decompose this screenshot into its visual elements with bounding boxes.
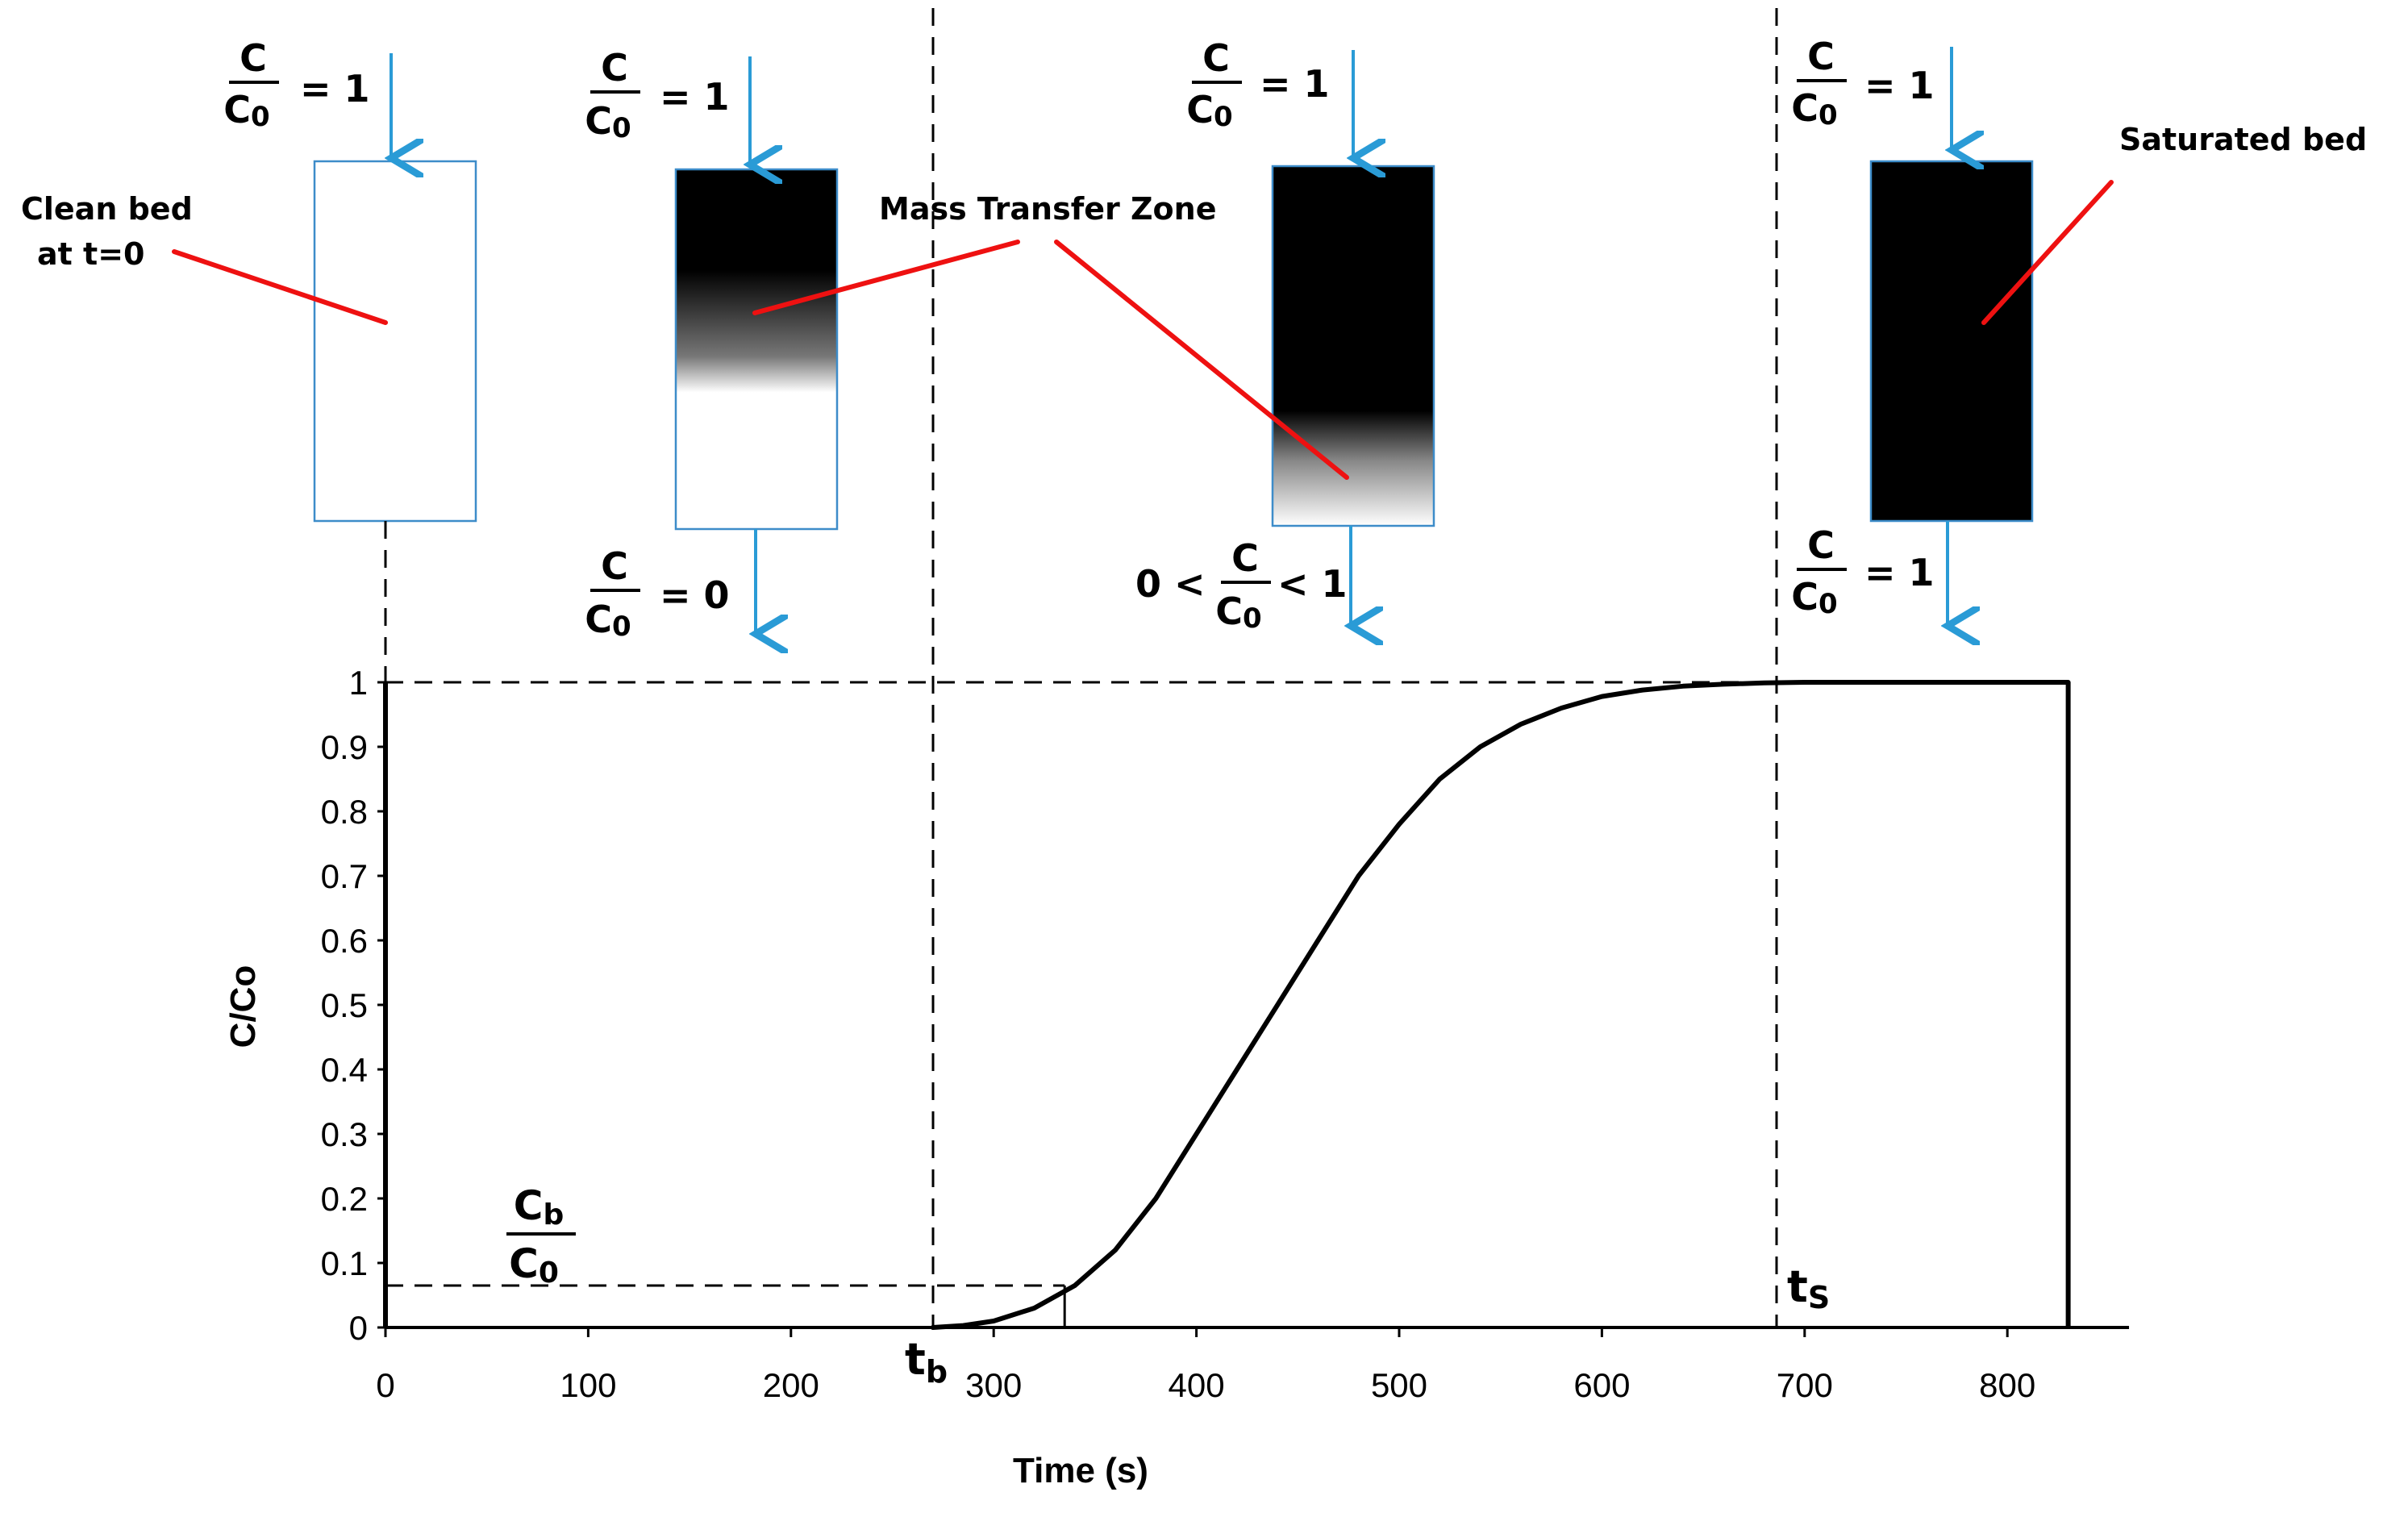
- y-tick-label: 0.9: [321, 728, 368, 766]
- ratio-numerator: C: [1807, 35, 1835, 78]
- ratio-value: = 1: [660, 75, 730, 119]
- ratio-denominator: C0: [585, 598, 631, 643]
- mtz-pointer-early: [752, 240, 1020, 315]
- y-tick-label: 0.8: [321, 793, 368, 831]
- ratio-denominator: C0: [1186, 88, 1232, 133]
- ratio-numerator: C: [1231, 536, 1259, 580]
- ratio-value: = 0: [660, 573, 730, 617]
- ratio-value: = 1: [1864, 551, 1935, 594]
- clean-bed-pointer: [172, 249, 388, 325]
- plot-area: 0 0.1 0.2 0.3 0.4 0.5 0.6 0.7 0.8 0.9 1 0 100 200 300 4…: [321, 664, 2130, 1404]
- y-tick-label: 0.5: [321, 986, 368, 1024]
- y-tick-label: 0.3: [321, 1115, 368, 1153]
- ratio-denominator: C0: [585, 99, 631, 144]
- x-tick-label: 100: [560, 1366, 616, 1404]
- partial-bed-column: [674, 168, 839, 531]
- tb-marker-label: tb: [905, 1334, 948, 1390]
- ratio-denominator: C0: [1215, 590, 1261, 635]
- ratio-numerator: C: [240, 36, 267, 80]
- x-tick-label: 200: [763, 1366, 819, 1404]
- ratio-denominator: C0: [223, 88, 269, 133]
- breakthrough-bed-column: [1271, 165, 1435, 527]
- y-tick-label: 0.7: [321, 857, 368, 895]
- saturated-bed-column: [1869, 160, 2034, 523]
- x-tick-label: 800: [1979, 1366, 2035, 1404]
- ratio-numerator: C: [1202, 36, 1230, 80]
- annotations: Clean bed at t=0 Mass Transfer Zone Satu…: [21, 122, 2367, 272]
- y-tick-label: 0.2: [321, 1180, 368, 1218]
- y-axis-label: C/Co: [223, 965, 263, 1048]
- bed3-inlet-ratio: C C0 = 1: [1186, 36, 1329, 133]
- mass-transfer-zone-label: Mass Transfer Zone: [879, 191, 1216, 227]
- flow-arrows: [391, 47, 1952, 634]
- ts-marker-label: tS: [1787, 1261, 1830, 1315]
- svg-text:tb: tb: [905, 1334, 948, 1390]
- ratio-suffix: < 1: [1277, 562, 1348, 606]
- ratio-numerator: C: [601, 544, 628, 588]
- ratio-prefix: 0 <: [1135, 562, 1206, 606]
- clean-bed-label-line2: at t=0: [37, 236, 144, 272]
- saturated-bed-pointer: [1981, 180, 2114, 325]
- y-tick-label: 0.4: [321, 1051, 368, 1089]
- ratio-numerator: C: [601, 46, 628, 90]
- bed2-outlet-ratio: C C0 = 0: [585, 544, 729, 643]
- x-tick-label: 500: [1371, 1366, 1427, 1404]
- y-tick-label: 0.1: [321, 1244, 368, 1282]
- svg-text:Cb: Cb: [514, 1182, 564, 1232]
- cb-ratio-label: Cb C0: [506, 1182, 576, 1290]
- ratio-denominator: C0: [1791, 575, 1837, 620]
- x-tick-label: 700: [1777, 1366, 1833, 1404]
- bed2-inlet-ratio: C C0 = 1: [585, 46, 729, 144]
- y-tick-label: 1: [349, 664, 368, 702]
- svg-text:C0: C0: [509, 1240, 559, 1290]
- mtz-pointer-late: [1054, 240, 1349, 480]
- x-axis-label: Time (s): [1013, 1451, 1148, 1490]
- ratio-value: = 1: [300, 67, 370, 110]
- clean-bed-label-line1: Clean bed: [21, 191, 193, 227]
- bed4-inlet-ratio: C C0 = 1: [1791, 35, 1934, 131]
- bed3-outlet-ratio: 0 < C C0 < 1: [1135, 536, 1348, 635]
- y-tick-label: 0.6: [321, 922, 368, 960]
- bed4-outlet-ratio: C C0 = 1: [1791, 523, 1934, 620]
- breakthrough-curve: [930, 680, 2071, 1330]
- saturated-bed-label: Saturated bed: [2119, 122, 2367, 157]
- x-tick-label: 600: [1573, 1366, 1630, 1404]
- x-tick-label: 300: [965, 1366, 1022, 1404]
- clean-bed-column: [313, 160, 477, 523]
- ratio-value: = 1: [1864, 64, 1935, 107]
- ratio-denominator: C0: [1791, 86, 1837, 131]
- ratio-value: = 1: [1260, 62, 1330, 106]
- svg-text:tS: tS: [1787, 1261, 1830, 1315]
- guide-lines: [384, 8, 1778, 1327]
- ratio-numerator: C: [1807, 523, 1835, 567]
- bed1-inlet-ratio: C C0 = 1: [223, 36, 369, 133]
- x-tick-label: 0: [376, 1366, 394, 1404]
- y-tick-label: 0: [349, 1309, 368, 1347]
- x-tick-label: 400: [1169, 1366, 1225, 1404]
- pointer-lines: [172, 180, 2114, 480]
